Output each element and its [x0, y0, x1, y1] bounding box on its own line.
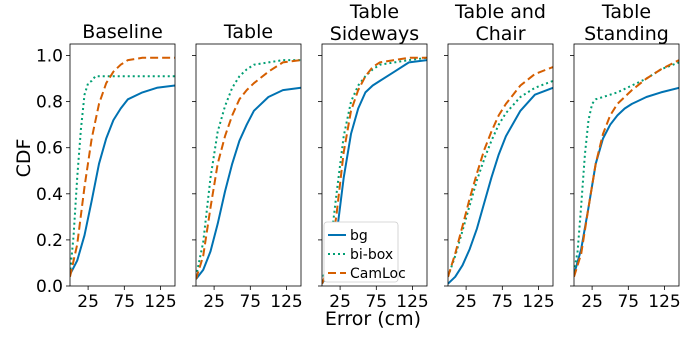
- panel-title: Sideways: [330, 23, 419, 45]
- legend-label-bg: bg: [350, 228, 368, 244]
- series-line-bi-box: [70, 75, 175, 275]
- panel-frame: [321, 43, 428, 287]
- x-tick-label: 75: [113, 292, 135, 312]
- y-tick-label: 0.4: [36, 185, 63, 205]
- panel-2: Table 25 75 125: [192, 21, 303, 312]
- x-tick-label: 125: [396, 292, 428, 312]
- panel-frame: [573, 43, 680, 287]
- panel-title: Baseline: [82, 21, 163, 43]
- series-line-bi-box: [322, 56, 427, 282]
- series-line-bi-box: [448, 79, 553, 278]
- x-tick-label: 25: [203, 292, 225, 312]
- series-line-CamLoc: [70, 56, 175, 278]
- series-line-bg: [448, 86, 553, 285]
- x-tick-label: 75: [239, 292, 261, 312]
- panel-title: Table: [349, 1, 399, 23]
- panel-frame: [195, 43, 302, 287]
- panel-frame: [447, 43, 554, 287]
- x-tick-label: 25: [77, 292, 99, 312]
- x-tick-label: 125: [144, 292, 176, 312]
- x-tick-label: 75: [365, 292, 387, 312]
- panel-title: Chair: [475, 23, 525, 45]
- y-tick-label: 1.0: [36, 47, 63, 67]
- series-line-CamLoc: [574, 59, 679, 278]
- legend-box: [323, 221, 399, 283]
- series-line-bi-box: [574, 61, 679, 273]
- legend-label-CamLoc: CamLoc: [350, 266, 406, 282]
- y-tick-label: 0.6: [36, 139, 63, 159]
- series-line-bg: [70, 84, 175, 275]
- panel-title: Table: [223, 21, 273, 43]
- x-tick-label: 125: [270, 292, 302, 312]
- x-tick-label: 125: [522, 292, 554, 312]
- panel-1: Baseline 25 75 125 0.0 0.2 0.4 0.6 0.8 1.0: [36, 21, 177, 312]
- legend: bg bi-box CamLoc: [323, 221, 406, 283]
- y-tick-label: 0.2: [36, 231, 63, 251]
- panel-title: Standing: [584, 23, 669, 45]
- x-tick-label: 75: [491, 292, 513, 312]
- x-axis-label: Error (cm): [325, 308, 421, 330]
- legend-label-bi-box: bi-box: [350, 247, 393, 263]
- x-tick-label: 75: [617, 292, 639, 312]
- panel-title: Table and: [454, 1, 546, 23]
- series-line-bg: [574, 86, 679, 275]
- series-line-CamLoc: [196, 59, 301, 280]
- y-tick-label: 0.8: [36, 93, 63, 113]
- x-tick-label: 25: [581, 292, 603, 312]
- x-tick-label: 25: [329, 292, 351, 312]
- panel-frame: [69, 43, 176, 287]
- y-axis-label: CDF: [13, 139, 35, 178]
- series-line-bg: [196, 86, 301, 280]
- series-line-CamLoc: [448, 66, 553, 278]
- y-tick-label: 0.0: [36, 277, 63, 297]
- x-tick-label: 25: [455, 292, 477, 312]
- x-tick-label: 125: [648, 292, 680, 312]
- panel-title: Table: [601, 1, 651, 23]
